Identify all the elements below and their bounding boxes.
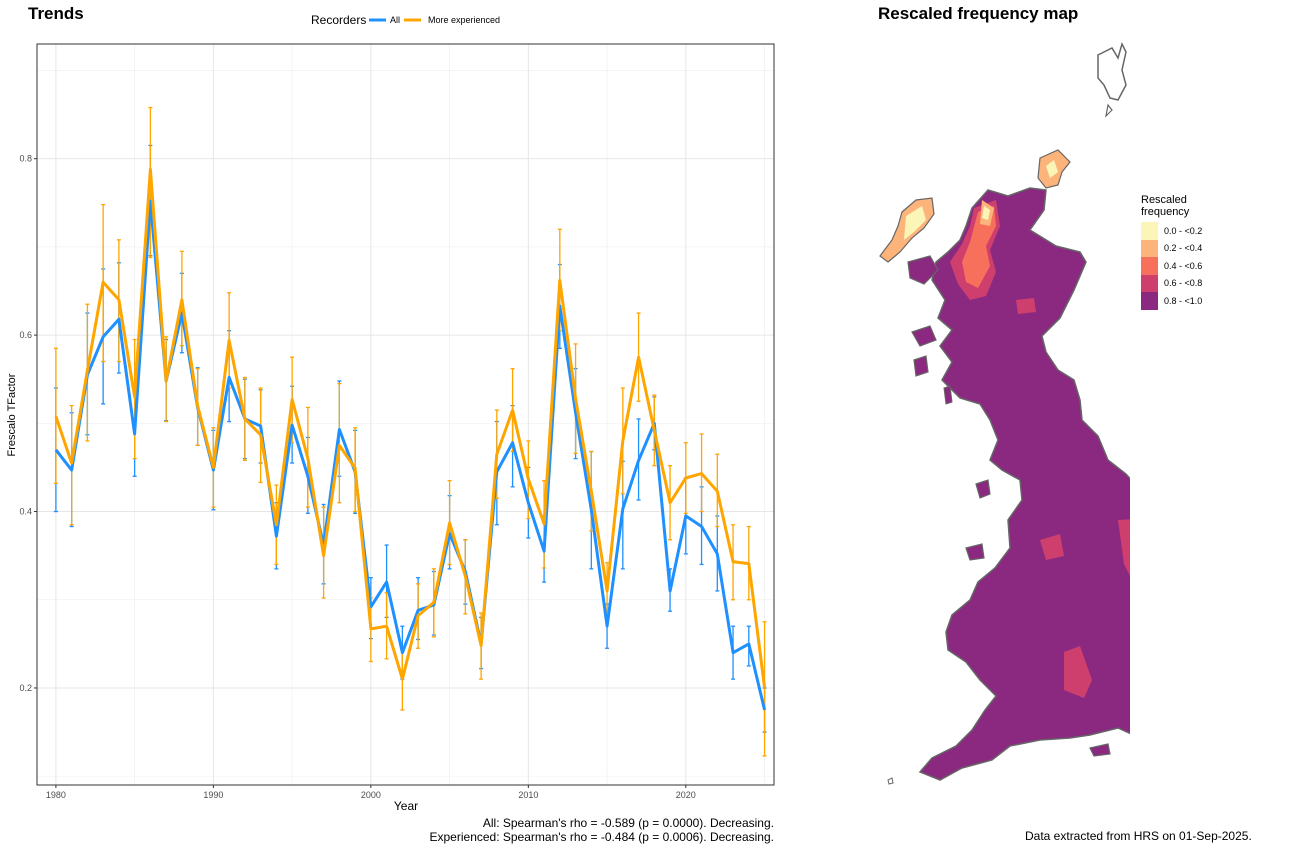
caption-experienced-stat: Experienced: Spearman's rho = -0.484 (p …	[429, 830, 775, 844]
x-tick-label: 2000	[361, 790, 381, 800]
map-highland-band-low	[962, 206, 996, 288]
map-legend-title-line2: frequency	[1141, 206, 1190, 218]
series-layer	[53, 106, 767, 757]
y-tick-label: 0.4	[19, 507, 32, 517]
map-legend-item: 0.4 - <0.6	[1141, 257, 1202, 275]
map-shetland	[1097, 41, 1127, 101]
map-orkney-core	[1046, 160, 1058, 178]
legend-label-all: All	[390, 15, 400, 25]
map-isle-of-man	[975, 479, 991, 499]
plot-border	[36, 43, 775, 786]
map-south-patch	[1064, 646, 1092, 698]
axis-layer: 1980 1990 2000 2010 2020 0.2 0.4 0.6 0.8	[19, 154, 695, 800]
y-axis-title: Frescalo TFactor	[6, 373, 18, 456]
map-legend-label: 0.4 - <0.6	[1164, 260, 1203, 271]
map-shetland-south	[1105, 103, 1113, 118]
map-scilly	[887, 777, 894, 785]
map-legend-label: 0.6 - <0.8	[1164, 278, 1203, 289]
x-tick-label: 1990	[203, 790, 223, 800]
data-source-footer: Data extracted from HRS on 01-Sep-2025.	[1025, 829, 1252, 843]
x-axis-title: Year	[394, 799, 418, 813]
y-tick-label: 0.8	[19, 154, 32, 164]
map-legend-item: 0.0 - <0.2	[1141, 222, 1202, 240]
series-line-more-experienced	[54, 167, 767, 689]
map-south-islands	[943, 385, 953, 405]
map-title: Rescaled frequency map	[878, 4, 1079, 23]
map-highland-core	[982, 206, 990, 220]
error-bars-more-experienced	[53, 106, 767, 757]
y-tick-label: 0.2	[19, 683, 32, 693]
legend-title: Recorders	[311, 13, 366, 27]
map-legend-swatch	[1141, 274, 1158, 292]
map-wash-band-mid	[1118, 519, 1130, 576]
map-legend-item: 0.8 - <1.0	[1141, 292, 1202, 310]
x-tick-label: 1980	[46, 790, 66, 800]
map-legend-title: Rescaled frequency	[1141, 194, 1189, 218]
map-north-patch	[1016, 298, 1036, 314]
x-tick-label: 2020	[676, 790, 696, 800]
grid-minor	[37, 44, 774, 785]
x-tick-label: 2010	[518, 790, 538, 800]
y-tick-label: 0.6	[19, 330, 32, 340]
map-wales-patch	[1040, 534, 1064, 560]
frequency-map	[879, 41, 1130, 785]
map-legend-swatch	[1141, 222, 1158, 240]
map-outer-hebrides-core	[904, 206, 926, 240]
map-isle-of-wight	[1089, 743, 1111, 757]
trends-legend: Recorders All More experienced	[311, 13, 500, 27]
map-anglesey	[965, 543, 985, 561]
grid-major	[37, 44, 774, 785]
map-skye	[907, 255, 939, 285]
map-islay	[913, 355, 929, 377]
map-legend: 0.0 - <0.2 0.2 - <0.4 0.4 - <0.6 0.6 - <0.8…	[1141, 222, 1202, 310]
caption-all-stat: All: Spearman's rho = -0.589 (p = 0.0000…	[482, 816, 774, 830]
map-legend-item: 0.2 - <0.4	[1141, 239, 1203, 257]
trends-chart: 1980 1990 2000 2010 2020 0.2 0.4 0.6 0.8 Recorde…	[6, 13, 775, 813]
map-legend-title-line1: Rescaled	[1141, 194, 1187, 206]
map-mull	[911, 325, 937, 347]
map-legend-swatch	[1141, 292, 1158, 310]
map-legend-swatch	[1141, 257, 1158, 275]
map-legend-item: 0.6 - <0.8	[1141, 274, 1203, 292]
map-legend-label: 0.0 - <0.2	[1164, 225, 1203, 236]
trends-title: Trends	[28, 4, 84, 23]
map-great-britain	[918, 187, 1130, 781]
map-legend-label: 0.8 - <1.0	[1164, 295, 1203, 306]
map-legend-label: 0.2 - <0.4	[1164, 243, 1203, 254]
map-legend-swatch	[1141, 239, 1158, 257]
legend-label-more-experienced: More experienced	[428, 15, 500, 25]
